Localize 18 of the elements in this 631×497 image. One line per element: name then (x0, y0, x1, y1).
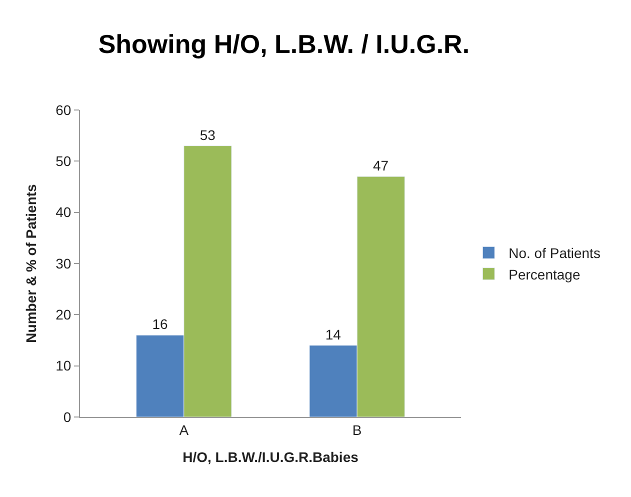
legend-label: Percentage (508, 266, 580, 282)
chart-title: Showing H/O, L.B.W. / I.U.G.R. (98, 28, 470, 59)
data-label: 16 (152, 316, 168, 332)
y-tick-label: 0 (63, 408, 72, 425)
y-tick-label: 40 (56, 204, 72, 220)
y-tick-label: 20 (56, 306, 72, 323)
y-tick-label: 60 (56, 102, 72, 118)
x-tick-label: A (179, 422, 190, 438)
y-axis-title: Number & % of Patients (23, 184, 40, 343)
y-tick-label: 50 (56, 153, 72, 170)
x-axis-title: H/O, L.B.W./I.U.G.R.Babies (182, 449, 359, 466)
x-tick-label: B (352, 422, 362, 438)
data-label: 47 (373, 158, 389, 174)
data-label: 14 (325, 326, 342, 342)
y-tick-label: 30 (56, 255, 72, 272)
y-tick-label: 10 (56, 358, 72, 374)
legend-label: No. of Patients (508, 245, 600, 262)
data-label: 53 (200, 126, 216, 143)
